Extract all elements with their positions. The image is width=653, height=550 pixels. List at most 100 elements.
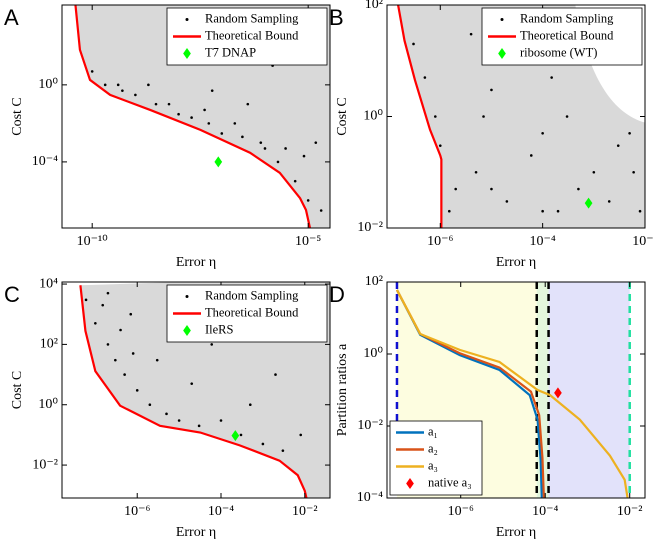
legend-label: IleRS xyxy=(205,322,234,336)
panel-label: A xyxy=(4,5,19,30)
y-tick-label: 10⁻² xyxy=(357,418,383,433)
y-axis-label: Cost C xyxy=(10,371,25,410)
y-tick-label: 10² xyxy=(365,274,383,289)
x-axis-label: Error η xyxy=(496,525,536,540)
x-tick-label: 10⁻⁶ xyxy=(448,504,474,519)
sample-point xyxy=(134,93,137,97)
sample-point xyxy=(94,322,97,325)
sample-point xyxy=(541,209,544,213)
y-tick-label: 10⁰ xyxy=(38,397,58,412)
sample-point xyxy=(592,170,596,174)
legend-symbol xyxy=(498,48,506,59)
sample-point xyxy=(121,89,124,92)
sample-point xyxy=(628,131,631,135)
sample-point xyxy=(210,89,214,92)
sample-point xyxy=(434,115,437,118)
x-tick-label: 10⁻⁴ xyxy=(532,504,558,519)
legend-label: Random Sampling xyxy=(205,11,299,25)
sample-point xyxy=(220,132,224,135)
sample-point xyxy=(632,170,635,174)
sample-point xyxy=(219,419,223,422)
panel-label: D xyxy=(329,282,345,307)
shaded-band xyxy=(536,282,549,498)
sample-point xyxy=(103,83,107,87)
sample-point xyxy=(469,32,473,36)
sample-point xyxy=(84,298,88,302)
curve xyxy=(74,5,312,228)
y-axis-label: Partition ratios a xyxy=(335,343,350,436)
panel-label: B xyxy=(329,5,344,30)
marker-point xyxy=(231,430,240,442)
sample-point xyxy=(190,382,194,385)
sample-point xyxy=(233,122,237,125)
sample-point xyxy=(412,42,415,46)
sample-point xyxy=(90,70,94,73)
sample-point xyxy=(276,160,280,164)
x-axis-label: Error η xyxy=(176,525,216,540)
y-tick-label: 10⁰ xyxy=(38,77,58,92)
legend-symbol xyxy=(183,48,191,59)
sample-point xyxy=(263,147,267,150)
x-tick-label: 10⁻² xyxy=(632,234,653,249)
sample-point xyxy=(261,442,265,446)
curve xyxy=(396,289,629,498)
x-axis-label: Error η xyxy=(496,255,536,270)
sample-point xyxy=(482,115,485,118)
sample-point xyxy=(203,108,206,112)
y-tick-label: 10⁻⁴ xyxy=(32,154,58,169)
sample-point xyxy=(616,144,620,147)
sample-point xyxy=(319,209,323,212)
sample-point xyxy=(447,209,451,213)
x-tick-label: 10⁻⁵ xyxy=(295,234,321,249)
sample-point xyxy=(167,102,171,106)
axes-frame xyxy=(61,4,331,229)
sample-point xyxy=(177,112,180,116)
sample-point xyxy=(129,312,133,316)
curve xyxy=(397,5,443,228)
sample-point xyxy=(123,373,126,376)
sample-point xyxy=(106,291,110,295)
y-tick-label: 10⁰ xyxy=(363,109,383,124)
sample-point xyxy=(314,141,318,144)
sample-point xyxy=(299,433,303,437)
legend-label: native a₃ xyxy=(428,475,472,489)
x-tick-label: 10⁻⁶ xyxy=(427,234,453,249)
legend-symbol xyxy=(185,18,189,21)
sample-point xyxy=(474,170,478,174)
legend-label: a₁ xyxy=(428,424,438,438)
sample-point xyxy=(577,187,580,191)
sample-point xyxy=(197,424,201,428)
sample-point xyxy=(177,419,181,422)
sample-point xyxy=(550,76,553,79)
sample-point xyxy=(207,122,211,125)
y-tick-label: 10⁴ xyxy=(39,276,58,291)
sample-point xyxy=(490,88,493,92)
sample-point xyxy=(147,83,150,87)
y-axis-label: Cost C xyxy=(10,97,25,136)
sample-point xyxy=(259,141,263,144)
sample-point xyxy=(116,83,120,87)
legend-symbol xyxy=(185,295,189,298)
sample-point xyxy=(284,147,287,150)
sample-point xyxy=(154,102,158,106)
axes-frame xyxy=(61,281,331,499)
legend-label: ribosome (WT) xyxy=(520,45,597,59)
x-tick-label: 10⁻¹⁰ xyxy=(77,234,109,249)
y-axis-label: Cost C xyxy=(335,97,350,136)
shaded-band xyxy=(548,282,630,498)
sample-point xyxy=(131,352,135,355)
legend-symbol xyxy=(183,325,191,336)
sample-point xyxy=(541,131,544,135)
sample-point xyxy=(114,358,117,362)
x-tick-label: 10⁻⁴ xyxy=(208,504,234,519)
sample-point xyxy=(438,144,442,147)
sample-point xyxy=(246,102,250,106)
legend-label: a₃ xyxy=(428,458,438,472)
sample-point xyxy=(529,154,533,157)
sample-point xyxy=(101,303,105,307)
legend-label: T7 DNAP xyxy=(205,45,256,59)
sample-point xyxy=(239,433,243,437)
legend-label: Random Sampling xyxy=(520,11,614,25)
sample-point xyxy=(302,154,306,158)
sample-point xyxy=(293,179,297,183)
